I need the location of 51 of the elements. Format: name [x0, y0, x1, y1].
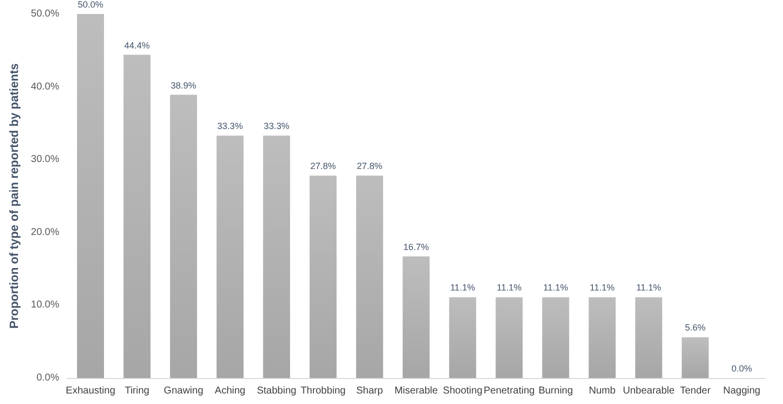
- x-tick-label: Miserable: [394, 386, 438, 396]
- data-label: 38.9%: [170, 80, 196, 90]
- x-tick-label: Tiring: [124, 386, 150, 396]
- bar: [170, 94, 198, 378]
- data-label: 11.1%: [450, 282, 476, 293]
- bar: [542, 297, 570, 378]
- data-label: 50.0%: [78, 0, 104, 10]
- y-tick-label: 40.0%: [30, 81, 60, 92]
- bar: [588, 297, 616, 378]
- bar: [263, 136, 290, 378]
- bar: [635, 297, 662, 378]
- bar: [77, 14, 104, 378]
- data-label: 44.4%: [124, 40, 150, 50]
- bar: [682, 337, 709, 378]
- x-tick-label: Tender: [680, 386, 712, 396]
- x-tick-label: Nagging: [723, 386, 760, 396]
- x-tick-label: Numb: [588, 386, 616, 396]
- y-tick-label: 30.0%: [30, 154, 60, 166]
- bar: [124, 54, 151, 378]
- y-axis-title: Proportion of type of pain reported by patients: [7, 63, 21, 329]
- bar: [216, 136, 244, 378]
- bar: [310, 176, 337, 378]
- bar: [402, 256, 430, 378]
- x-tick-label: Throbbing: [300, 386, 346, 396]
- bar: [496, 297, 523, 378]
- data-label: 11.1%: [543, 282, 568, 293]
- y-tick-label: 20.0%: [30, 226, 60, 238]
- data-label: 0.0%: [731, 364, 752, 374]
- data-label: 5.6%: [684, 322, 706, 333]
- x-tick-label: Stabbing: [256, 386, 296, 396]
- x-tick-label: Penetrating: [484, 386, 535, 396]
- x-tick-label: Burning: [538, 386, 573, 396]
- x-tick-label: Unbearable: [622, 386, 675, 396]
- data-label: 27.8%: [356, 161, 382, 172]
- data-label: 11.1%: [496, 282, 522, 293]
- x-tick-label: Aching: [214, 386, 246, 396]
- data-label: 11.1%: [590, 282, 615, 293]
- x-tick-label: Shooting: [442, 386, 482, 396]
- y-tick-label: 50.0%: [30, 8, 60, 20]
- y-tick-label: 0.0%: [36, 372, 60, 384]
- bar: [356, 176, 384, 378]
- data-label: 33.3%: [264, 121, 290, 132]
- data-label: 27.8%: [310, 161, 336, 172]
- x-tick-label: Gnawing: [164, 386, 204, 396]
- x-tick-label: Sharp: [356, 386, 384, 396]
- y-tick-label: 10.0%: [30, 300, 60, 311]
- bar: [449, 297, 476, 378]
- x-tick-label: Exhausting: [66, 386, 116, 396]
- data-label: 16.7%: [403, 242, 429, 252]
- data-label: 33.3%: [217, 121, 243, 132]
- data-label: 11.1%: [636, 282, 662, 293]
